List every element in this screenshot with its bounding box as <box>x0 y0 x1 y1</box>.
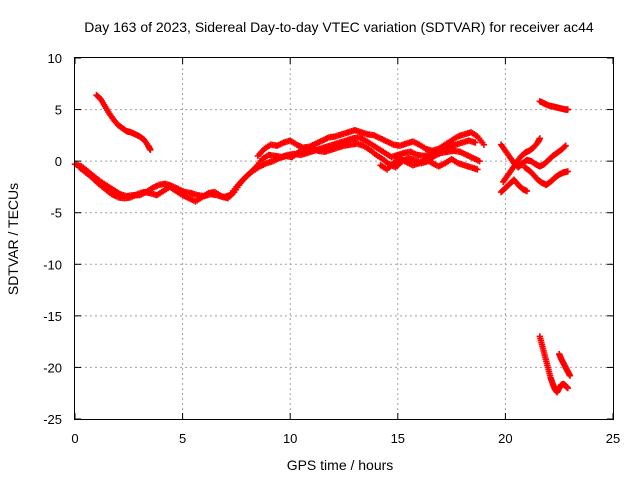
x-tick-label: 0 <box>71 431 78 446</box>
series-arc-late-deep-b <box>556 350 574 379</box>
data-point <box>566 372 574 379</box>
series-arc-late-a <box>497 176 531 196</box>
y-tick-label: -15 <box>43 309 62 324</box>
data-point <box>474 166 481 173</box>
plot-frame <box>74 57 614 420</box>
series-arc-early-high <box>93 91 154 153</box>
series-arc-main-low <box>76 140 483 205</box>
y-tick-label: -20 <box>43 360 62 375</box>
y-tick-label: 10 <box>48 51 62 66</box>
data-point <box>476 157 483 165</box>
series-arc-late-deep <box>536 333 572 396</box>
data-point <box>564 106 572 113</box>
data-point <box>564 384 572 392</box>
x-tick-label: 5 <box>179 431 186 446</box>
data-points <box>71 91 574 396</box>
y-tick-label: -25 <box>43 412 62 427</box>
data-point <box>147 146 154 153</box>
grid <box>75 58 613 419</box>
data-point <box>562 142 569 149</box>
series-arc-late-d <box>521 164 572 189</box>
series-arc-late-high <box>536 98 572 113</box>
x-tick-label: 20 <box>498 431 512 446</box>
data-point <box>472 139 479 146</box>
series-arc-late-b <box>497 141 569 171</box>
x-tick-label: 25 <box>606 431 620 446</box>
series-arc-main-dip <box>377 154 481 173</box>
y-tick-label: -5 <box>50 206 62 221</box>
y-axis-label: SDTVAR / TECUs <box>5 183 21 295</box>
y-axis-ticks: 10 5 0 -5 -10 -15 -20 -25 <box>43 51 613 427</box>
chart-title: Day 163 of 2023, Sidereal Day-to-day VTE… <box>84 19 594 35</box>
x-axis-label: GPS time / hours <box>287 457 394 473</box>
data-point <box>564 168 572 175</box>
series-arc-main-high <box>254 127 488 160</box>
x-tick-label: 15 <box>391 431 405 446</box>
y-tick-label: -10 <box>43 257 62 272</box>
y-tick-label: 0 <box>55 154 62 169</box>
y-tick-label: 5 <box>55 103 62 118</box>
data-point <box>561 143 568 150</box>
data-point <box>536 135 544 142</box>
x-axis-ticks: 0 5 10 15 20 25 <box>71 58 620 446</box>
series-arc-late-c <box>500 135 544 185</box>
x-tick-label: 10 <box>283 431 297 446</box>
data-point <box>480 141 488 148</box>
data-point <box>523 187 531 195</box>
